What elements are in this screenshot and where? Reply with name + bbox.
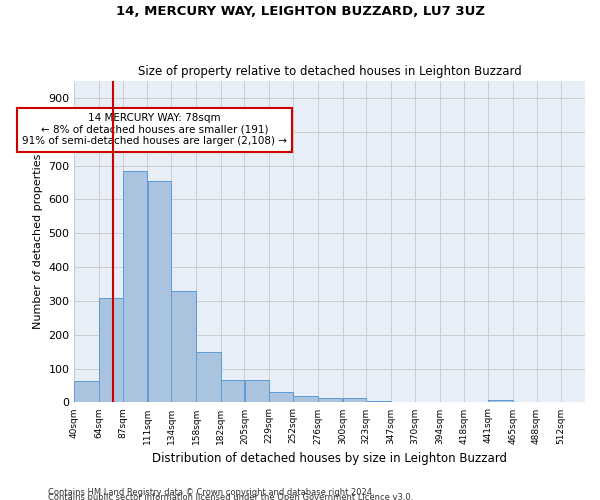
Bar bbox=[99, 298, 122, 403]
Bar bbox=[269, 392, 293, 402]
Bar bbox=[318, 398, 343, 402]
Bar bbox=[221, 380, 244, 402]
Bar bbox=[293, 396, 317, 402]
Bar bbox=[74, 381, 99, 402]
Text: 14, MERCURY WAY, LEIGHTON BUZZARD, LU7 3UZ: 14, MERCURY WAY, LEIGHTON BUZZARD, LU7 3… bbox=[115, 5, 485, 18]
Title: Size of property relative to detached houses in Leighton Buzzard: Size of property relative to detached ho… bbox=[138, 66, 521, 78]
Text: Contains HM Land Registry data © Crown copyright and database right 2024.: Contains HM Land Registry data © Crown c… bbox=[48, 488, 374, 497]
Text: 14 MERCURY WAY: 78sqm
← 8% of detached houses are smaller (191)
91% of semi-deta: 14 MERCURY WAY: 78sqm ← 8% of detached h… bbox=[22, 113, 287, 146]
X-axis label: Distribution of detached houses by size in Leighton Buzzard: Distribution of detached houses by size … bbox=[152, 452, 507, 465]
Bar bbox=[343, 398, 366, 402]
Bar bbox=[196, 352, 221, 403]
Bar bbox=[488, 400, 512, 402]
Bar bbox=[148, 181, 171, 402]
Bar bbox=[245, 380, 269, 402]
Bar bbox=[172, 291, 196, 403]
Text: Contains public sector information licensed under the Open Government Licence v3: Contains public sector information licen… bbox=[48, 492, 413, 500]
Bar bbox=[367, 400, 391, 402]
Y-axis label: Number of detached properties: Number of detached properties bbox=[32, 154, 43, 330]
Bar bbox=[123, 170, 148, 402]
